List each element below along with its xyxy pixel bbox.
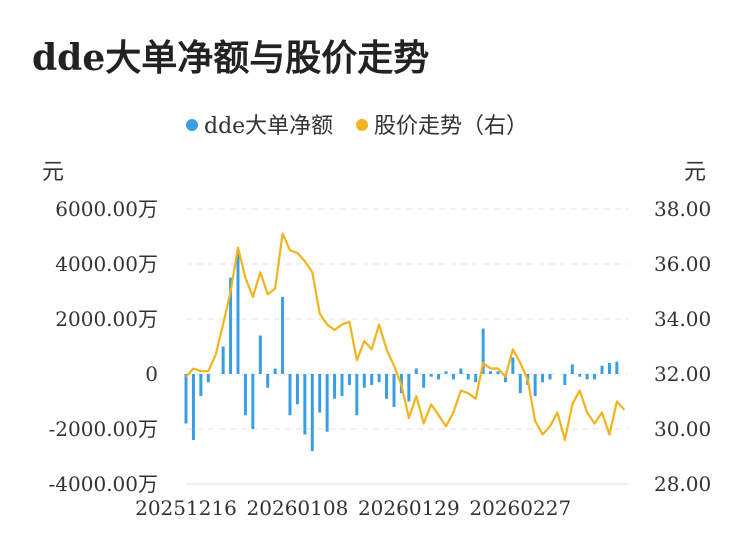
bar — [437, 374, 441, 380]
y-right-axis: 38.00 36.00 34.00 32.00 30.00 28.00 — [654, 197, 711, 496]
bar — [518, 374, 522, 394]
bar — [503, 374, 507, 383]
bar — [489, 371, 493, 374]
grid-lines — [186, 208, 628, 485]
bar — [451, 374, 455, 380]
bar — [318, 374, 322, 413]
x-tick-label: 20260108 — [247, 496, 349, 520]
x-axis: 20251216 20260108 20260129 20260227 — [135, 483, 628, 520]
bar — [377, 374, 381, 383]
bar — [221, 346, 225, 374]
bar — [206, 374, 210, 383]
y-right-unit: 元 — [684, 160, 706, 185]
y-right-tick-label: 32.00 — [654, 362, 711, 386]
y-left-unit: 元 — [42, 160, 64, 185]
legend-item-line[interactable]: 股价走势（右） — [356, 114, 528, 139]
bar — [481, 328, 485, 374]
y-left-tick-label: -4000.00万 — [49, 472, 158, 496]
bar — [347, 374, 351, 385]
bar — [370, 374, 374, 385]
bar — [422, 374, 426, 388]
bar — [273, 368, 277, 374]
y-left-tick-label: 6000.00万 — [55, 197, 158, 221]
bar — [310, 374, 314, 451]
x-tick-label: 20260227 — [469, 496, 571, 520]
bar — [511, 357, 515, 374]
legend-line-marker — [356, 119, 368, 131]
y-left-tick-label: 2000.00万 — [55, 307, 158, 331]
line-series — [185, 232, 626, 442]
legend: dde大单净额 股价走势（右） — [186, 114, 528, 139]
bar — [607, 363, 611, 374]
bar — [392, 374, 396, 407]
y-left-tick-label: 0 — [145, 362, 158, 386]
bar — [385, 374, 389, 399]
bar — [414, 368, 418, 374]
legend-bars-marker — [186, 119, 198, 131]
bar — [496, 371, 500, 374]
bar — [288, 374, 292, 416]
y-left-axis: 6000.00万 4000.00万 2000.00万 0 -2000.00万 -4000.… — [49, 197, 158, 496]
bar — [229, 277, 233, 374]
bar — [236, 250, 240, 374]
y-right-tick-label: 28.00 — [654, 472, 711, 496]
bar — [407, 374, 411, 402]
y-right-tick-label: 34.00 — [654, 307, 711, 331]
bar — [585, 374, 589, 380]
y-left-tick-label: -2000.00万 — [49, 417, 158, 441]
bar — [355, 374, 359, 416]
chart-title: dde大单净额与股价走势 — [32, 37, 429, 79]
bar — [615, 361, 619, 374]
x-tick-label: 20260129 — [358, 496, 460, 520]
bar — [578, 374, 582, 377]
bar — [251, 374, 255, 429]
bar — [303, 374, 307, 435]
bar — [243, 374, 247, 416]
bar — [295, 374, 299, 405]
legend-line-label: 股价走势（右） — [374, 114, 528, 139]
bar — [362, 374, 366, 388]
bar — [191, 374, 195, 440]
y-right-tick-label: 38.00 — [654, 197, 711, 221]
bar — [548, 374, 552, 380]
bar — [563, 374, 567, 385]
bar — [333, 374, 337, 399]
bar — [570, 364, 574, 374]
legend-bars-label: dde大单净额 — [204, 114, 333, 139]
bar — [429, 374, 433, 377]
y-left-tick-label: 4000.00万 — [55, 252, 158, 276]
bar — [459, 368, 463, 374]
bar — [466, 374, 470, 380]
bar — [533, 374, 537, 396]
bar — [600, 365, 604, 374]
legend-item-bars[interactable]: dde大单净额 — [186, 114, 333, 139]
price-line — [185, 232, 626, 442]
bar — [541, 374, 545, 383]
bar — [340, 374, 344, 396]
y-right-tick-label: 30.00 — [654, 417, 711, 441]
bar — [258, 335, 262, 374]
bar — [266, 374, 270, 388]
bar — [593, 374, 597, 380]
bar — [444, 371, 448, 374]
bar — [281, 297, 285, 374]
x-tick-label: 20251216 — [135, 496, 237, 520]
y-right-tick-label: 36.00 — [654, 252, 711, 276]
bar — [199, 374, 203, 396]
bar — [474, 374, 478, 383]
bar — [325, 374, 329, 432]
bar — [184, 374, 188, 424]
